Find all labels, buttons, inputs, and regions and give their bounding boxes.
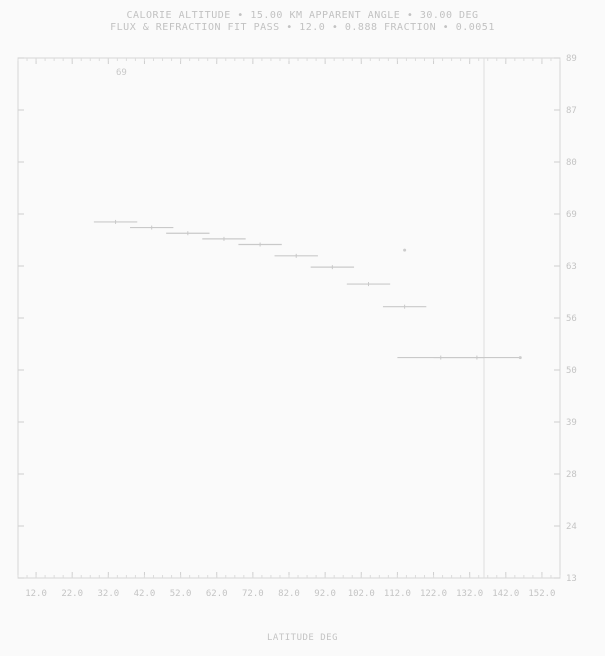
chart-header-line-1: CALORIE ALTITUDE • 15.00 KM APPARENT ANG… bbox=[126, 10, 479, 21]
chart-header-line-2: FLUX & REFRACTION FIT PASS • 12.0 • 0.88… bbox=[110, 22, 495, 33]
x-tick-label: 12.0 bbox=[25, 589, 47, 599]
x-tick-label: 32.0 bbox=[97, 589, 119, 599]
y-tick-label: 87 bbox=[566, 106, 577, 116]
y-tick-label: 63 bbox=[566, 262, 577, 272]
y-tick-label: 69 bbox=[566, 210, 577, 220]
y-tick-label: 24 bbox=[566, 522, 577, 532]
x-tick-label: 152.0 bbox=[528, 589, 555, 599]
panel-label: 69 bbox=[116, 68, 127, 78]
x-tick-label: 102.0 bbox=[348, 589, 375, 599]
y-tick-label: 39 bbox=[566, 418, 577, 428]
extra-marker-point bbox=[518, 356, 522, 360]
x-ticks-group: 12.0 22.0 32.0 42.0 52.0 62.0 72.0 82.0 92.0 102.… bbox=[17, 58, 561, 599]
x-tick-label: 142.0 bbox=[492, 589, 519, 599]
y-tick-label: 89 bbox=[566, 54, 577, 64]
x-tick-label: 132.0 bbox=[456, 589, 483, 599]
x-tick-label: 62.0 bbox=[206, 589, 228, 599]
y-tick-label: 56 bbox=[566, 314, 577, 324]
extra-marker-point bbox=[403, 248, 407, 252]
data-points-group bbox=[93, 219, 522, 360]
y-tick-label: 80 bbox=[566, 158, 577, 168]
x-tick-label: 72.0 bbox=[242, 589, 264, 599]
x-tick-label: 112.0 bbox=[384, 589, 411, 599]
x-tick-label: 52.0 bbox=[170, 589, 192, 599]
x-axis-label: LATITUDE DEG bbox=[266, 633, 339, 643]
x-tick-label: 42.0 bbox=[134, 589, 156, 599]
x-tick-label: 92.0 bbox=[314, 589, 336, 599]
plot-frame bbox=[17, 57, 561, 579]
y-tick-label: 50 bbox=[566, 366, 577, 376]
x-tick-label: 22.0 bbox=[61, 589, 83, 599]
y-tick-label: 28 bbox=[566, 470, 577, 480]
x-tick-label: 82.0 bbox=[278, 589, 300, 599]
y-ticks-group: 89 87 80 69 63 56 50 39 28 24 13 bbox=[18, 54, 577, 584]
y-tick-label: 13 bbox=[566, 574, 577, 584]
x-tick-label: 122.0 bbox=[420, 589, 447, 599]
